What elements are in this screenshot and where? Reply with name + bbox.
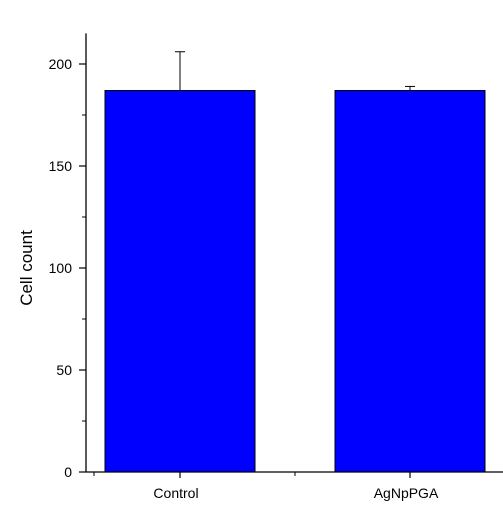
y-tick-label: 100 <box>49 260 73 276</box>
y-tick-label: 150 <box>49 158 73 174</box>
x-tick-label: AgNpPGA <box>374 485 439 501</box>
y-tick-label: 50 <box>56 362 72 378</box>
bar-control <box>104 90 256 473</box>
y-axis-label: Cell count <box>17 230 36 306</box>
y-tick-label: 200 <box>49 56 73 72</box>
x-tick-label: Control <box>153 485 198 501</box>
y-tick-label: 0 <box>64 464 72 480</box>
bar-agnppga <box>334 90 486 473</box>
